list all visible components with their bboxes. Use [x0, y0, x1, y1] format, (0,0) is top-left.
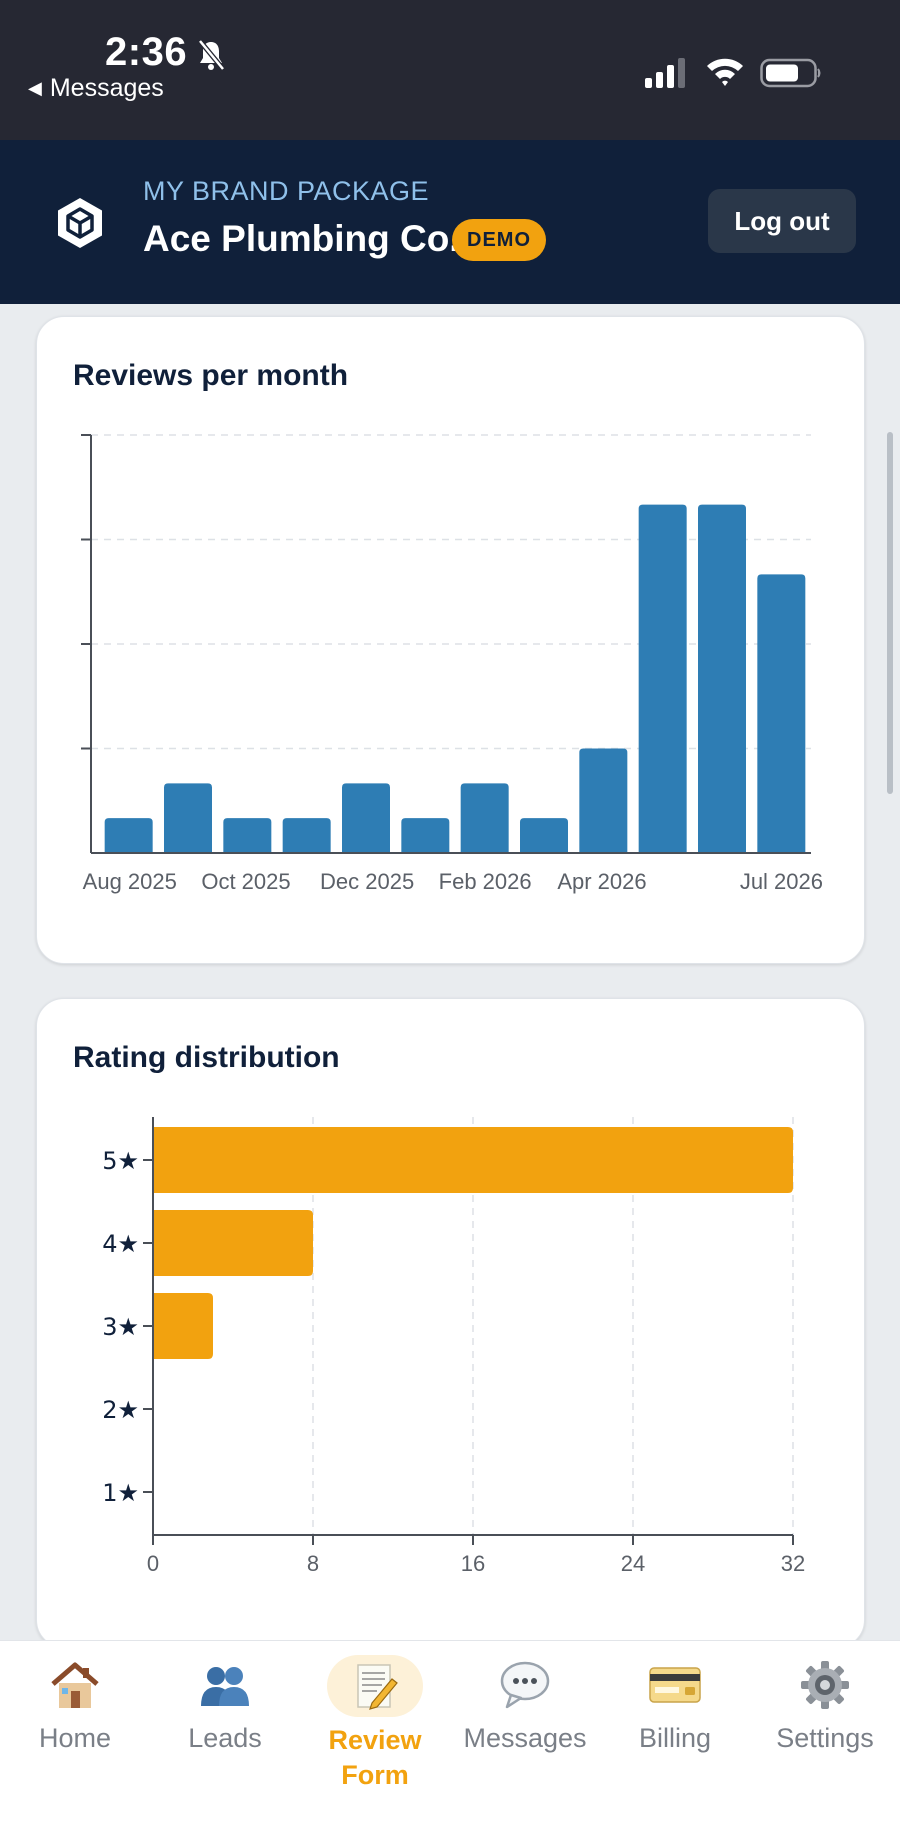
- bar-feb-2026: [460, 783, 509, 853]
- logout-button[interactable]: Log out: [708, 189, 856, 253]
- tab-leads[interactable]: Leads: [150, 1659, 300, 1756]
- bar-jul-2026: [757, 574, 806, 853]
- scrollbar[interactable]: [887, 432, 893, 794]
- rating-distribution-chart: 0 8 16 24 32 5★ 4★ 3★ 2★ 1★: [102, 1117, 805, 1576]
- tab-label-messages: Messages: [463, 1723, 587, 1753]
- rating-distribution-card: Rating distribution 0 8 16 24 32 5★ 4★ 3★ 2★ 1★: [36, 998, 865, 1648]
- x-tick-label: Jul 2026: [740, 869, 823, 894]
- bar-rating-4-star: [153, 1210, 313, 1276]
- y-tick-label: 5★: [102, 1147, 139, 1175]
- bar-mar-2026: [520, 818, 568, 853]
- tab-billing[interactable]: Billing: [600, 1659, 750, 1756]
- reviews-per-month-card: Reviews per month Aug 2025 Oct 2025 Dec 20…: [36, 316, 865, 964]
- tab-home[interactable]: Home: [0, 1659, 150, 1756]
- bar-oct-2025: [223, 818, 272, 853]
- battery-icon: [760, 58, 821, 88]
- bar-may-2026: [638, 504, 687, 853]
- silent-bell-icon: [198, 39, 225, 71]
- y-tick-label: 1★: [102, 1479, 139, 1507]
- tab-settings[interactable]: Settings: [750, 1659, 900, 1756]
- status-time: 2:36: [105, 30, 188, 74]
- business-name: Ace Plumbing Co.: [143, 218, 460, 259]
- x-tick-label: 24: [621, 1551, 645, 1576]
- x-tick-label: 8: [307, 1551, 319, 1576]
- x-tick-label: Aug 2025: [83, 869, 177, 894]
- bar-aug-2025: [104, 818, 153, 853]
- bar-rating-3-star: [153, 1293, 213, 1359]
- y-tick-label: 2★: [102, 1396, 139, 1424]
- y-tick-label: 4★: [102, 1230, 139, 1258]
- rating-chart-title: Rating distribution: [73, 1041, 340, 1074]
- brand-subtitle: MY BRAND PACKAGE: [143, 176, 430, 206]
- back-arrow-icon: ◀: [28, 78, 42, 98]
- bar-apr-2026: [579, 748, 628, 853]
- house-icon: [47, 1659, 103, 1711]
- bottom-tab-bar: Home Leads Review Form: [0, 1640, 900, 1822]
- tab-label-settings: Settings: [776, 1723, 874, 1753]
- wifi-icon: [707, 58, 743, 86]
- bar-sep-2025: [164, 783, 212, 853]
- tab-review-form[interactable]: Review Form: [300, 1655, 450, 1793]
- status-bar: 2:36 ◀ Messages: [0, 0, 900, 140]
- credit-card-icon: [647, 1659, 703, 1711]
- x-tick-label: 16: [461, 1551, 485, 1576]
- gear-icon: [797, 1659, 853, 1711]
- y-tick-label: 3★: [102, 1313, 139, 1341]
- bar-rating-5-star: [153, 1127, 793, 1193]
- demo-badge: DEMO: [452, 219, 546, 261]
- people-icon: [197, 1659, 253, 1711]
- bar-nov-2025: [282, 818, 331, 853]
- bar-dec-2025: [342, 783, 390, 853]
- back-to-messages[interactable]: ◀ Messages: [28, 74, 164, 103]
- speech-bubble-icon: [497, 1659, 553, 1711]
- back-label: Messages: [49, 74, 164, 102]
- x-tick-label: Feb 2026: [439, 869, 532, 894]
- reviews-per-month-chart: Aug 2025 Oct 2025 Dec 2025 Feb 2026 Apr 2026…: [81, 434, 823, 894]
- tab-messages[interactable]: Messages: [450, 1659, 600, 1756]
- x-tick-label: Dec 2025: [320, 869, 414, 894]
- x-tick-label: Apr 2026: [557, 869, 646, 894]
- memo-icon: [327, 1655, 423, 1717]
- cellular-signal-icon: [645, 58, 685, 88]
- tab-label-leads: Leads: [188, 1723, 262, 1753]
- app-header: MY BRAND PACKAGE Ace Plumbing Co. DEMO L…: [0, 140, 900, 304]
- x-tick-label: Oct 2025: [201, 869, 290, 894]
- tab-label-home: Home: [38, 1723, 112, 1753]
- x-tick-label: 32: [781, 1551, 805, 1576]
- tab-label-billing: Billing: [638, 1723, 712, 1753]
- cube-logo-icon: [58, 198, 102, 248]
- reviews-chart-title: Reviews per month: [73, 359, 349, 392]
- bar-jun-2026: [698, 504, 746, 853]
- tab-label-review-form: Review Form: [328, 1725, 422, 1790]
- bar-jan-2026: [401, 818, 450, 853]
- x-tick-label: 0: [147, 1551, 159, 1576]
